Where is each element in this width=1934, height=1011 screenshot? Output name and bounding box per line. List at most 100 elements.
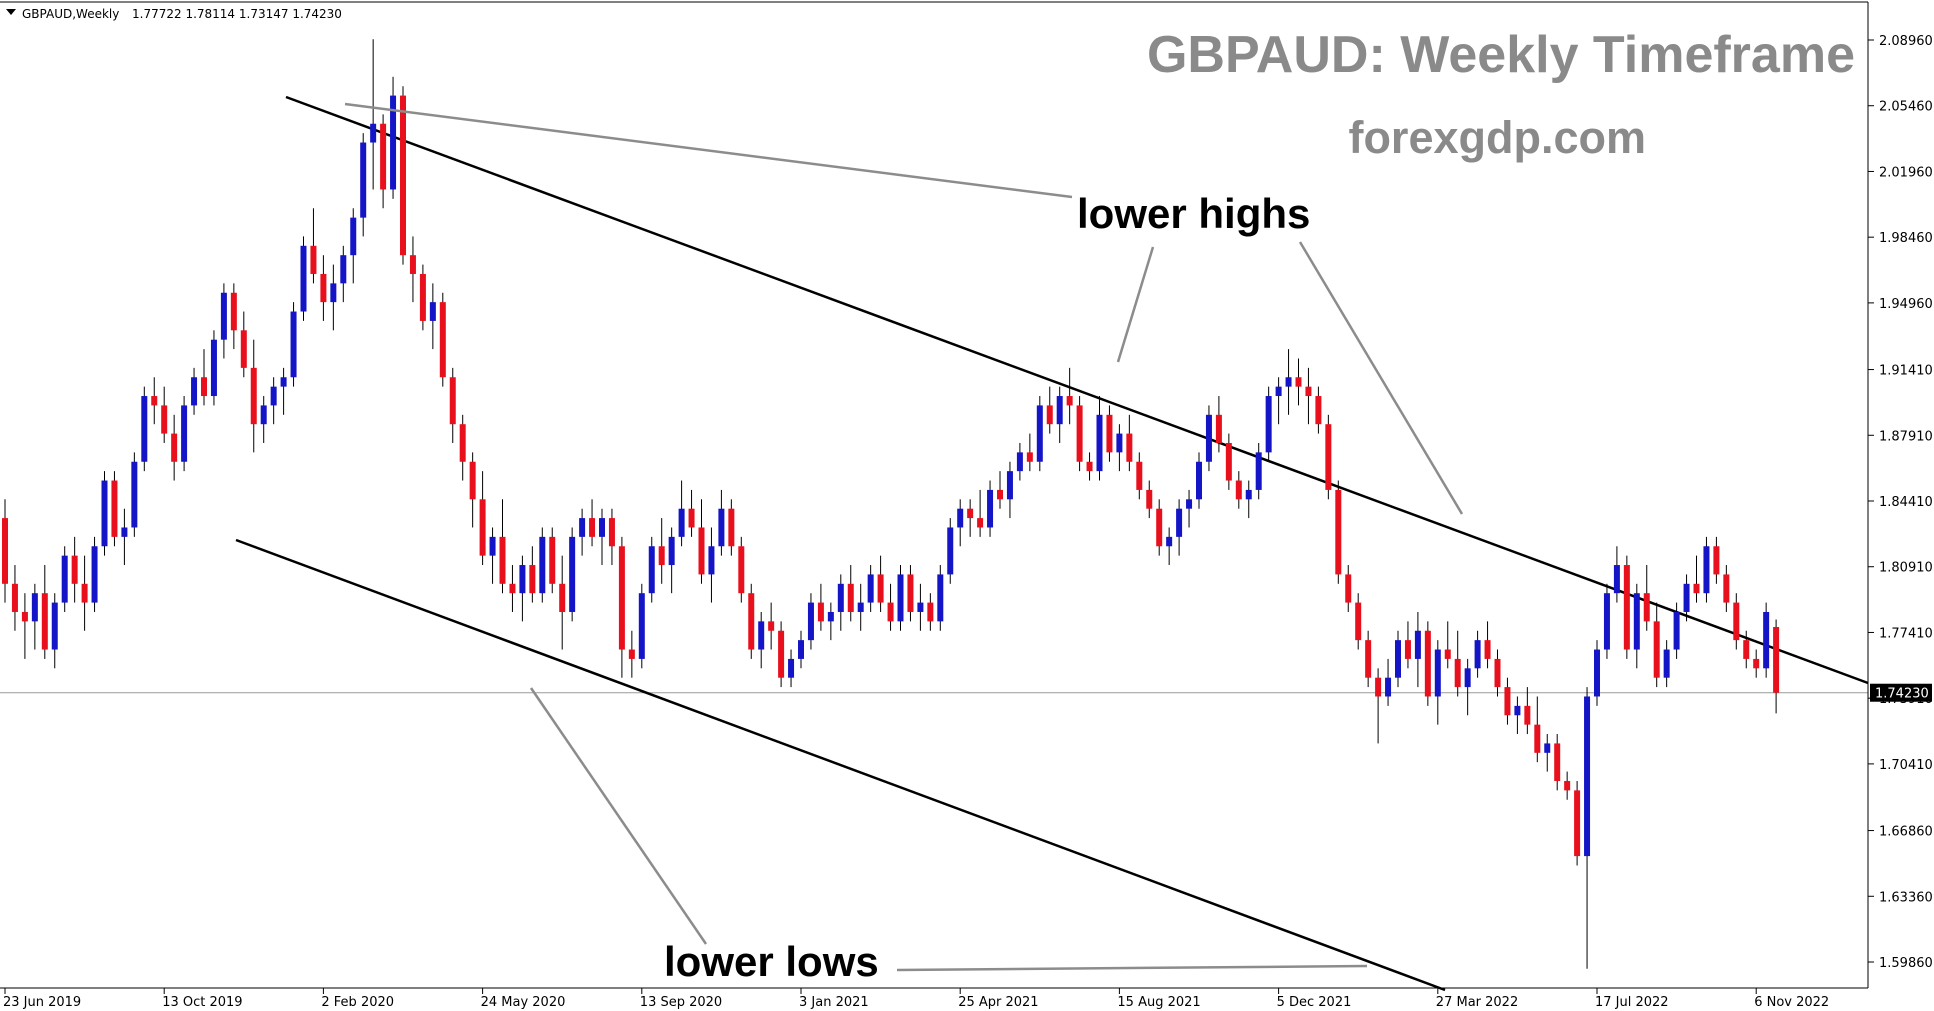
candle-body bbox=[1136, 461, 1143, 490]
candle-body bbox=[1395, 640, 1401, 678]
pointer-lower-lows-second bbox=[896, 964, 1368, 972]
pointer-lower-highs-third bbox=[1298, 241, 1464, 515]
candle-body bbox=[947, 527, 954, 575]
candle-body bbox=[1275, 386, 1282, 397]
candle-body bbox=[380, 123, 387, 190]
candle-body bbox=[270, 386, 277, 406]
candle-body bbox=[778, 630, 785, 678]
candle-body bbox=[71, 555, 78, 584]
y-tick-label: 1.94960 bbox=[1879, 297, 1933, 312]
annotation-lower-highs: lower highs bbox=[1077, 190, 1310, 237]
candle-body bbox=[330, 283, 337, 303]
candle-body bbox=[1116, 433, 1123, 453]
triangle-down-icon[interactable] bbox=[6, 9, 16, 15]
candle-body bbox=[539, 536, 546, 594]
candle-body bbox=[459, 424, 466, 462]
candle-body bbox=[1295, 377, 1302, 387]
candle-body bbox=[260, 405, 267, 425]
candle-body bbox=[479, 499, 486, 556]
candle-body bbox=[51, 602, 58, 650]
candle-body bbox=[997, 489, 1003, 500]
x-tick-label: 25 Apr 2021 bbox=[958, 995, 1038, 1010]
candle-body bbox=[1355, 602, 1362, 641]
candle-body bbox=[1385, 677, 1392, 697]
candle-body bbox=[390, 95, 397, 190]
candle-body bbox=[1375, 677, 1382, 697]
candle-body bbox=[1404, 640, 1411, 659]
candle-body bbox=[161, 405, 168, 434]
candle-body bbox=[1146, 489, 1153, 509]
candle-body bbox=[1524, 705, 1531, 725]
y-tick-label: 1.84410 bbox=[1879, 495, 1933, 510]
candle-body bbox=[469, 461, 476, 500]
candle-body bbox=[350, 217, 357, 256]
candle-body bbox=[1713, 546, 1720, 575]
candle-body bbox=[1554, 743, 1561, 781]
candle-body bbox=[798, 640, 804, 659]
x-tick-label: 2 Feb 2020 bbox=[321, 995, 394, 1010]
y-tick-label: 1.98460 bbox=[1879, 231, 1933, 246]
candle-body bbox=[151, 396, 158, 406]
candle-body bbox=[1504, 687, 1511, 716]
candle-body bbox=[1036, 405, 1043, 462]
candle-body bbox=[101, 480, 108, 547]
candle-body bbox=[927, 602, 934, 622]
candle-body bbox=[967, 508, 974, 519]
candle-body bbox=[449, 377, 456, 425]
candle-body bbox=[1106, 414, 1113, 453]
candle-body bbox=[1454, 658, 1461, 688]
candle-body bbox=[519, 565, 526, 594]
y-tick-label: 2.01960 bbox=[1879, 165, 1933, 180]
candle-body bbox=[1474, 640, 1481, 669]
candle-body bbox=[280, 377, 287, 387]
candle-body bbox=[867, 574, 874, 603]
candle-body bbox=[897, 574, 904, 622]
candle-body bbox=[439, 302, 446, 378]
candle-body bbox=[688, 508, 695, 528]
candle-body bbox=[1205, 414, 1212, 462]
x-tick-label: 24 May 2020 bbox=[481, 995, 566, 1010]
candle-body bbox=[668, 536, 675, 566]
candle-body bbox=[201, 377, 207, 397]
candle-body bbox=[41, 593, 48, 650]
candle-body bbox=[658, 546, 665, 566]
candle-body bbox=[1016, 452, 1023, 472]
candle-body bbox=[1096, 414, 1103, 472]
candle-body bbox=[400, 95, 406, 256]
candle-body bbox=[320, 273, 327, 303]
candle-body bbox=[1703, 546, 1710, 594]
x-tick-label: 23 Jun 2019 bbox=[3, 995, 81, 1010]
candle-body bbox=[877, 574, 884, 603]
candle-body bbox=[1564, 780, 1571, 791]
candle-body bbox=[91, 546, 98, 603]
candle-body bbox=[1156, 508, 1163, 547]
pointer-lower-highs-first bbox=[344, 102, 1073, 199]
candle-body bbox=[698, 527, 705, 575]
candle-body bbox=[977, 518, 984, 528]
ohlc-readout: 1.77722 1.78114 1.73147 1.74230 bbox=[132, 7, 342, 21]
candle-body bbox=[1305, 386, 1312, 397]
candle-body bbox=[768, 621, 775, 631]
candle-body bbox=[210, 339, 217, 397]
candle-body bbox=[718, 508, 725, 547]
candle-body bbox=[817, 602, 824, 622]
candle-body bbox=[61, 555, 68, 603]
lower-trendline bbox=[235, 538, 1446, 992]
candle-body bbox=[81, 583, 88, 603]
candle-body bbox=[758, 621, 765, 650]
candle-body bbox=[370, 123, 377, 143]
candle-body bbox=[131, 461, 138, 528]
candle-body bbox=[628, 649, 635, 659]
candle-body bbox=[1743, 640, 1750, 659]
trendline-layer bbox=[235, 95, 1869, 992]
candle-body bbox=[509, 583, 516, 594]
candle-body bbox=[1494, 658, 1501, 688]
x-tick-label: 15 Aug 2021 bbox=[1117, 995, 1200, 1010]
candle-body bbox=[549, 536, 556, 584]
symbol-label: GBPAUD,Weekly bbox=[22, 7, 119, 21]
candle-body bbox=[738, 546, 745, 594]
candle-body bbox=[1693, 583, 1700, 594]
candle-body bbox=[181, 405, 188, 462]
